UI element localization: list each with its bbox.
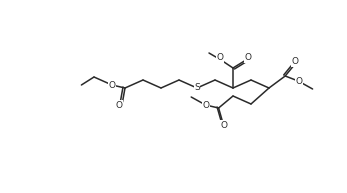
Text: O: O	[220, 120, 227, 130]
Text: O: O	[109, 80, 116, 90]
Text: O: O	[296, 76, 303, 85]
Text: O: O	[217, 53, 223, 63]
Text: O: O	[292, 58, 299, 67]
Text: O: O	[245, 53, 252, 63]
Text: O: O	[116, 101, 122, 109]
Text: O: O	[202, 101, 209, 109]
Text: S: S	[194, 84, 200, 92]
